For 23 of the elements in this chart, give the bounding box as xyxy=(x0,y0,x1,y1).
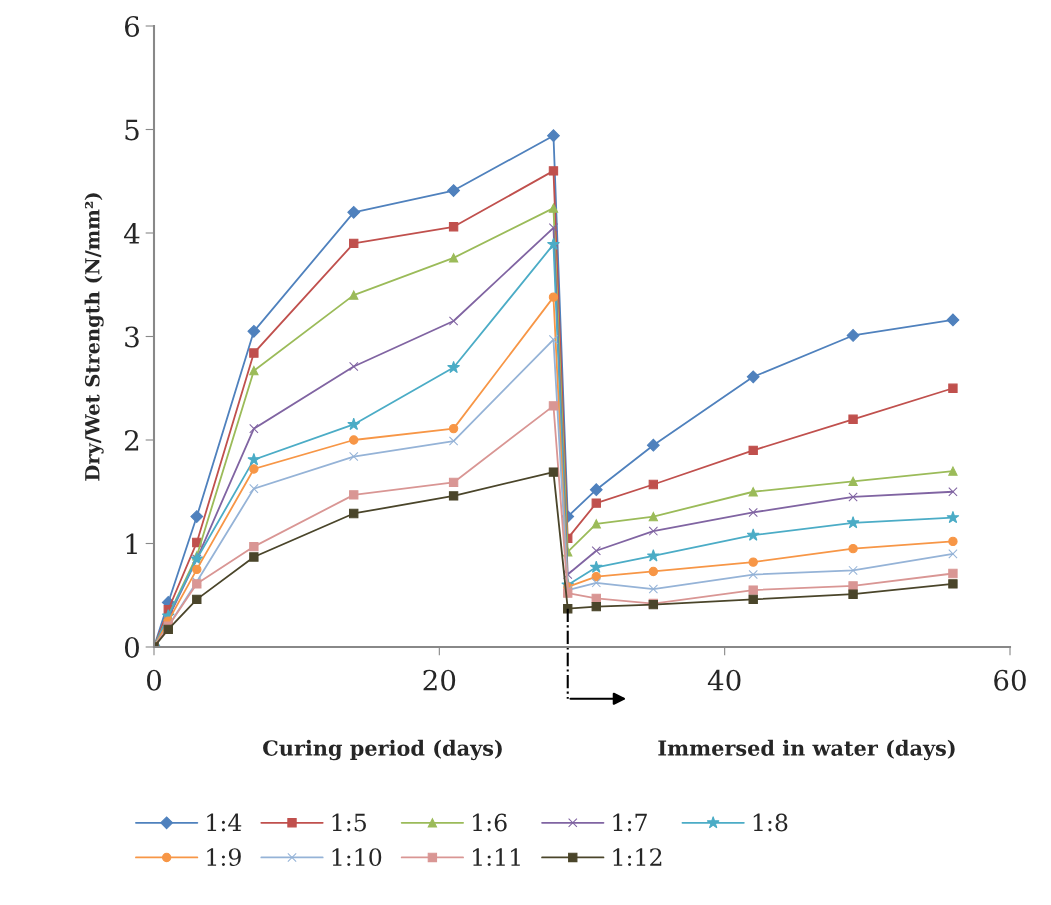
x-tick-label: 0 xyxy=(146,669,161,691)
y-tick-label: 5 xyxy=(125,119,139,141)
legend-label: 1:6 xyxy=(473,813,507,832)
y-tick-label: 4 xyxy=(123,222,140,244)
y-tick-label: 6 xyxy=(124,15,140,37)
y-axis-title: Dry/Wet Strength (N/mm²) xyxy=(84,193,104,481)
legend-label: 1:12 xyxy=(613,848,662,867)
y-tick-label: 1 xyxy=(126,533,137,555)
legend-label: 1:7 xyxy=(613,813,647,832)
text: Immersed in water (days) xyxy=(658,739,955,761)
legend-label: 1:5 xyxy=(332,813,366,832)
x-axis-title: Curing period (days) xyxy=(263,739,502,761)
y-tick-label: 2 xyxy=(125,429,139,451)
legend-label: 1:10 xyxy=(332,848,382,867)
legend-label: 1:9 xyxy=(207,848,241,867)
legend-label: 1:4 xyxy=(207,813,242,832)
x-tick-label: 60 xyxy=(994,669,1026,691)
legend-label: 1:11 xyxy=(473,848,520,867)
x-tick-label: 40 xyxy=(707,669,741,691)
legend-label: 1:8 xyxy=(753,813,788,832)
y-tick-label: 0 xyxy=(124,636,139,658)
y-tick-label: 3 xyxy=(125,326,139,348)
x-tick-label: 20 xyxy=(423,669,456,691)
